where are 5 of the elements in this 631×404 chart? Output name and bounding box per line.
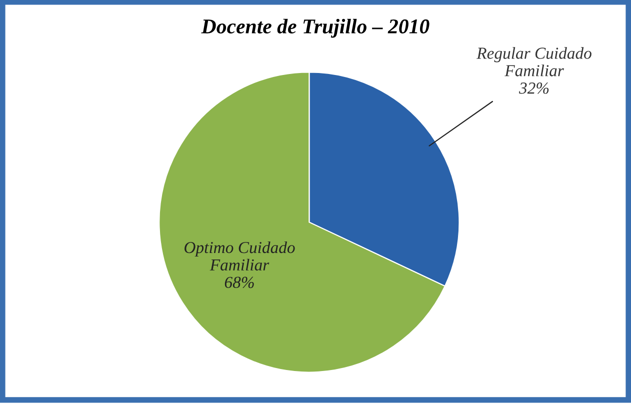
data-label: 68%: [224, 276, 254, 288]
chart-title: Docente de Trujillo – 2010: [201, 18, 430, 38]
slice-label: Regular Cuidado Familiar: [476, 47, 592, 76]
data-label: 32%: [518, 82, 549, 94]
slice-label: Optimo Cuidado Familiar: [184, 241, 295, 271]
